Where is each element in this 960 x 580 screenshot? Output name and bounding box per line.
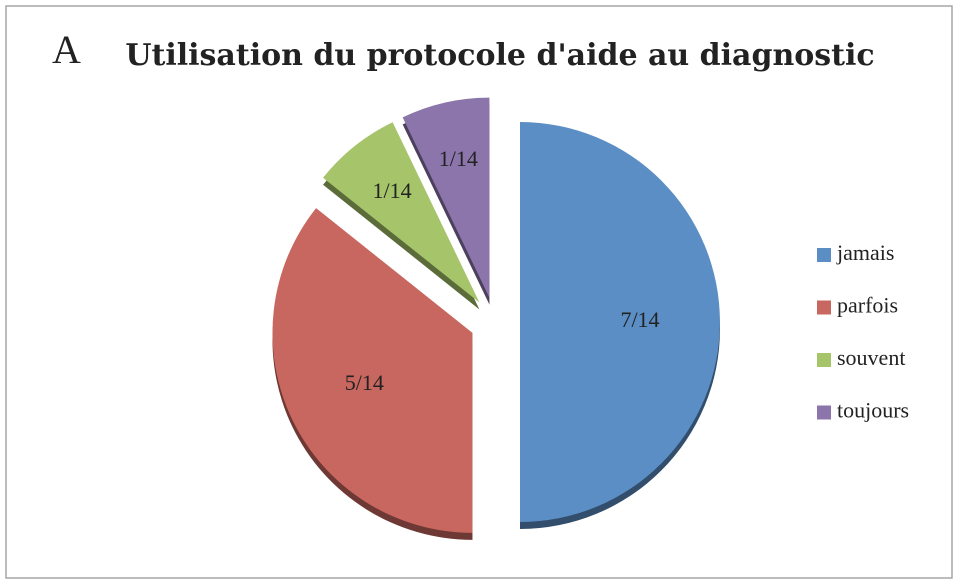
data-label: 1/14 [373, 178, 412, 203]
data-label: 7/14 [620, 307, 659, 332]
legend-label: toujours [837, 398, 909, 423]
slice [323, 122, 480, 303]
chart-title: Utilisation du protocole d'aide au diagn… [125, 38, 874, 73]
data-label: 5/14 [345, 370, 384, 395]
legend-label: souvent [837, 345, 905, 370]
slice [520, 122, 720, 522]
slice [402, 97, 490, 298]
legend-label: jamais [836, 240, 894, 265]
legend-swatch [817, 300, 831, 315]
legend-label: parfois [837, 293, 898, 318]
legend-swatch [817, 353, 831, 367]
slice [272, 208, 473, 533]
panel-letter: A [52, 27, 81, 72]
legend-swatch [817, 248, 831, 262]
legend-swatch [817, 405, 831, 420]
data-label: 1/14 [439, 146, 478, 171]
chart-frame [5, 5, 953, 579]
